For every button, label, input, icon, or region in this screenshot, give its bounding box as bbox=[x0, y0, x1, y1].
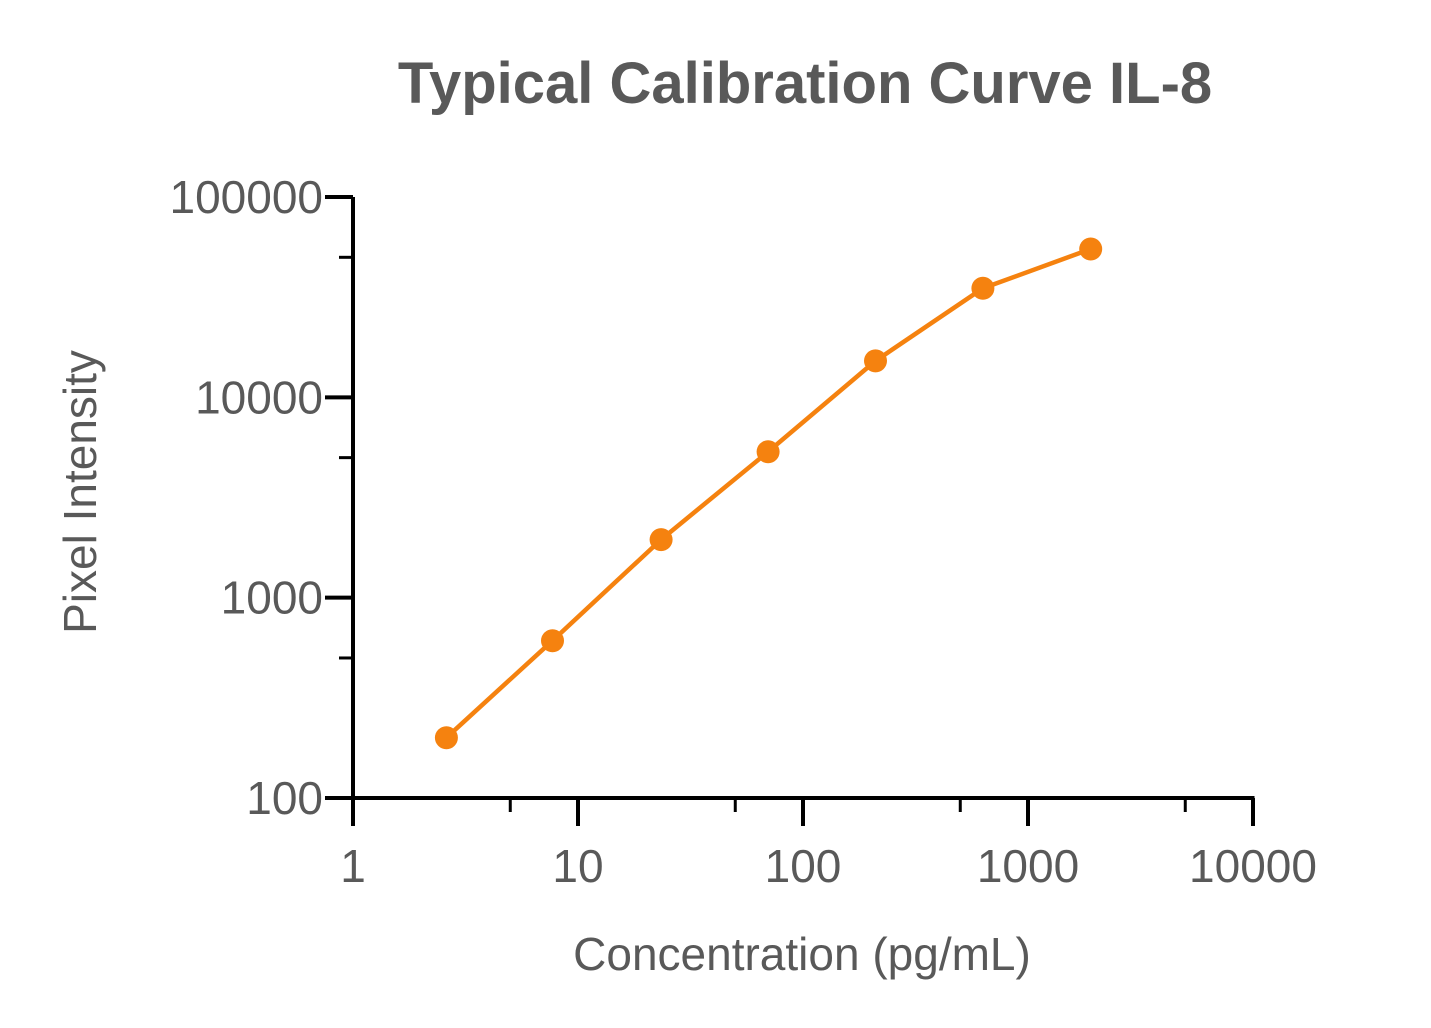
y-tick-label: 1000 bbox=[221, 572, 323, 624]
x-tick-label: 1 bbox=[340, 840, 366, 892]
series-line bbox=[444, 246, 1092, 740]
data-point bbox=[864, 349, 887, 373]
series-group bbox=[434, 237, 1103, 750]
y-tick-label: 10000 bbox=[195, 371, 323, 423]
x-tick-label: 1000 bbox=[977, 840, 1079, 892]
data-point bbox=[649, 528, 673, 552]
x-tick-label: 100 bbox=[765, 840, 842, 892]
y-tick-label: 100000 bbox=[170, 171, 324, 223]
x-tick-label: 10000 bbox=[1189, 840, 1317, 892]
axes bbox=[351, 197, 1255, 800]
data-point bbox=[1079, 237, 1103, 261]
y-tick-label: 100 bbox=[246, 772, 323, 824]
x-axis-label: Concentration (pg/mL) bbox=[573, 928, 1031, 980]
tick-group: 100 1000 10000 100000 1 10 100 1000 10000 bbox=[170, 171, 1317, 892]
y-axis-label: Pixel Intensity bbox=[54, 350, 106, 634]
chart-title: Typical Calibration Curve IL-8 bbox=[398, 51, 1212, 116]
x-tick-label: 10 bbox=[552, 840, 603, 892]
data-point bbox=[434, 726, 458, 750]
data-point bbox=[971, 276, 995, 300]
data-point bbox=[541, 629, 564, 653]
data-point bbox=[756, 440, 780, 464]
